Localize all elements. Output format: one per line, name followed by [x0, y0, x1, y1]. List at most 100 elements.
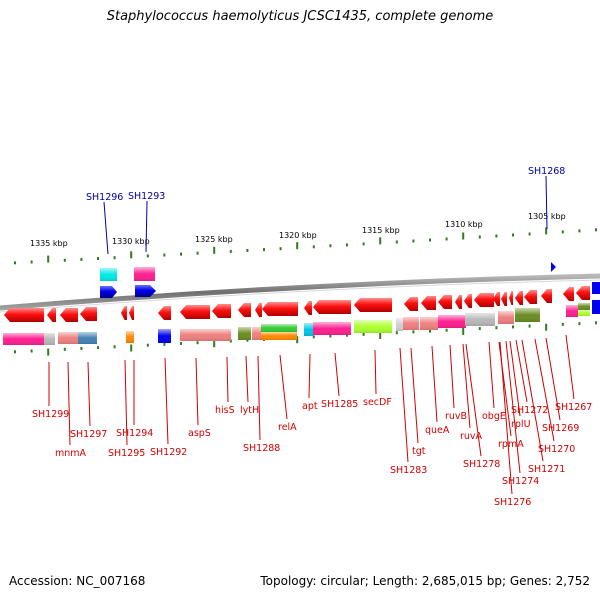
- gene-label: apt: [302, 401, 318, 412]
- accession-text: Accession: NC_007168: [9, 574, 146, 588]
- scale-tick: [80, 347, 83, 350]
- gene-arrow: [121, 306, 127, 320]
- gene-arrow: [464, 294, 472, 308]
- gene-arrow: [541, 289, 552, 303]
- gene-label: aspS: [188, 428, 211, 439]
- scale-tick: [146, 254, 149, 258]
- scale-tick: [80, 257, 83, 261]
- scale-tick: [163, 253, 166, 257]
- scale-tick: [346, 333, 348, 337]
- gene-label: SH1267: [555, 402, 592, 413]
- scale-tick: [561, 322, 564, 326]
- scale-tick: [395, 331, 398, 335]
- scale-tick: [478, 327, 481, 331]
- scale-tick: [130, 251, 133, 259]
- gene-arrow: [576, 286, 590, 300]
- gene-arrow: [158, 306, 171, 320]
- reverse-strand-arrows: [4, 286, 590, 322]
- gene-arrow: [563, 287, 574, 301]
- scale-tick: [429, 329, 431, 333]
- gene-label: SH1269: [542, 423, 579, 434]
- forward-leader-lines: [103, 175, 548, 255]
- scale-tick: [163, 342, 166, 346]
- leader-line: [565, 334, 575, 400]
- gene-arrow: [212, 304, 231, 318]
- gene-arrow: [551, 262, 556, 272]
- gene-label: SH1294: [116, 428, 153, 439]
- scale-tick: [246, 249, 249, 252]
- gene-arrow: [80, 307, 97, 321]
- scale-tick: [462, 232, 465, 240]
- leader-line: [279, 354, 288, 420]
- leader-line: [509, 340, 521, 417]
- gene-arrow: [438, 295, 452, 309]
- scale-tick: [296, 336, 299, 344]
- forward-strand: [100, 262, 556, 298]
- scale-tick: [312, 335, 315, 339]
- leader-line: [449, 344, 455, 409]
- kbp-label: 1310 kbp: [445, 220, 483, 229]
- scale-tick: [412, 330, 415, 334]
- scale-tick: [528, 232, 531, 236]
- gene-arrow: [60, 308, 78, 322]
- scale-tick: [362, 242, 365, 246]
- gene-label: SH1292: [150, 447, 187, 458]
- leader-line: [257, 355, 261, 441]
- reverse-leader-lines: [48, 334, 575, 495]
- leader-line: [505, 340, 521, 474]
- gene-label: SH1272: [511, 405, 548, 416]
- gene-label: mnmA: [55, 448, 87, 459]
- leader-line: [465, 343, 482, 457]
- gene-arrow: [354, 298, 392, 312]
- scale-tick: [63, 258, 66, 262]
- gene-arrow: [100, 286, 117, 298]
- scale-tick: [146, 343, 149, 347]
- gene-arrow: [493, 292, 500, 306]
- scale-tick: [14, 261, 16, 265]
- genome-summary: Topology: circular; Length: 2,685,015 bp…: [260, 574, 590, 588]
- gene-label: lytH: [240, 405, 259, 416]
- leader-line: [515, 339, 528, 403]
- scale-tick: [279, 247, 282, 251]
- scale-tick: [445, 328, 448, 332]
- scale-tick: [312, 245, 315, 249]
- scale-tick: [445, 237, 448, 241]
- gene-label: SH1270: [538, 444, 575, 455]
- scale-tick: [478, 235, 481, 239]
- scale-tick: [362, 332, 365, 336]
- gene-label: tgt: [412, 446, 426, 457]
- leader-line: [410, 347, 419, 444]
- gene-arrow: [304, 301, 312, 315]
- scale-tick: [495, 326, 498, 330]
- gene-label: obgE: [482, 411, 506, 422]
- leader-line: [521, 339, 544, 462]
- forward-labels: SH1296 SH1293 SH1268: [86, 166, 565, 203]
- gene-label: ruvA: [460, 431, 483, 442]
- scale-tick: [229, 249, 232, 253]
- scale-tick: [296, 242, 299, 250]
- kbp-label: 1325 kbp: [195, 235, 233, 244]
- gene-arrow: [4, 308, 44, 322]
- map-title: Staphylococcus haemolyticus JCSC1435, co…: [106, 9, 494, 24]
- gene-label: SH1268: [528, 166, 565, 177]
- scale-tick: [512, 325, 514, 329]
- gene-label: SH1276: [494, 497, 531, 508]
- scale-tick: [196, 341, 199, 345]
- genome-backbone: [0, 273, 600, 311]
- gene-label: queA: [425, 425, 450, 436]
- scale-tick: [113, 256, 116, 260]
- gene-label: SH1297: [70, 429, 107, 440]
- cog-color-boxes: [3, 303, 590, 345]
- leader-line: [67, 361, 71, 446]
- gene-arrow: [421, 296, 436, 310]
- scale-tick: [429, 238, 431, 242]
- scale-tick: [561, 230, 564, 234]
- scale-tick: [47, 348, 50, 356]
- scale-tick: [130, 344, 133, 352]
- scale-tick: [97, 346, 99, 350]
- scale-tick: [63, 347, 66, 351]
- scale-tick: [97, 257, 99, 260]
- gene-label: relA: [278, 422, 297, 433]
- leader-line: [462, 343, 471, 429]
- scale-tick: [462, 327, 465, 335]
